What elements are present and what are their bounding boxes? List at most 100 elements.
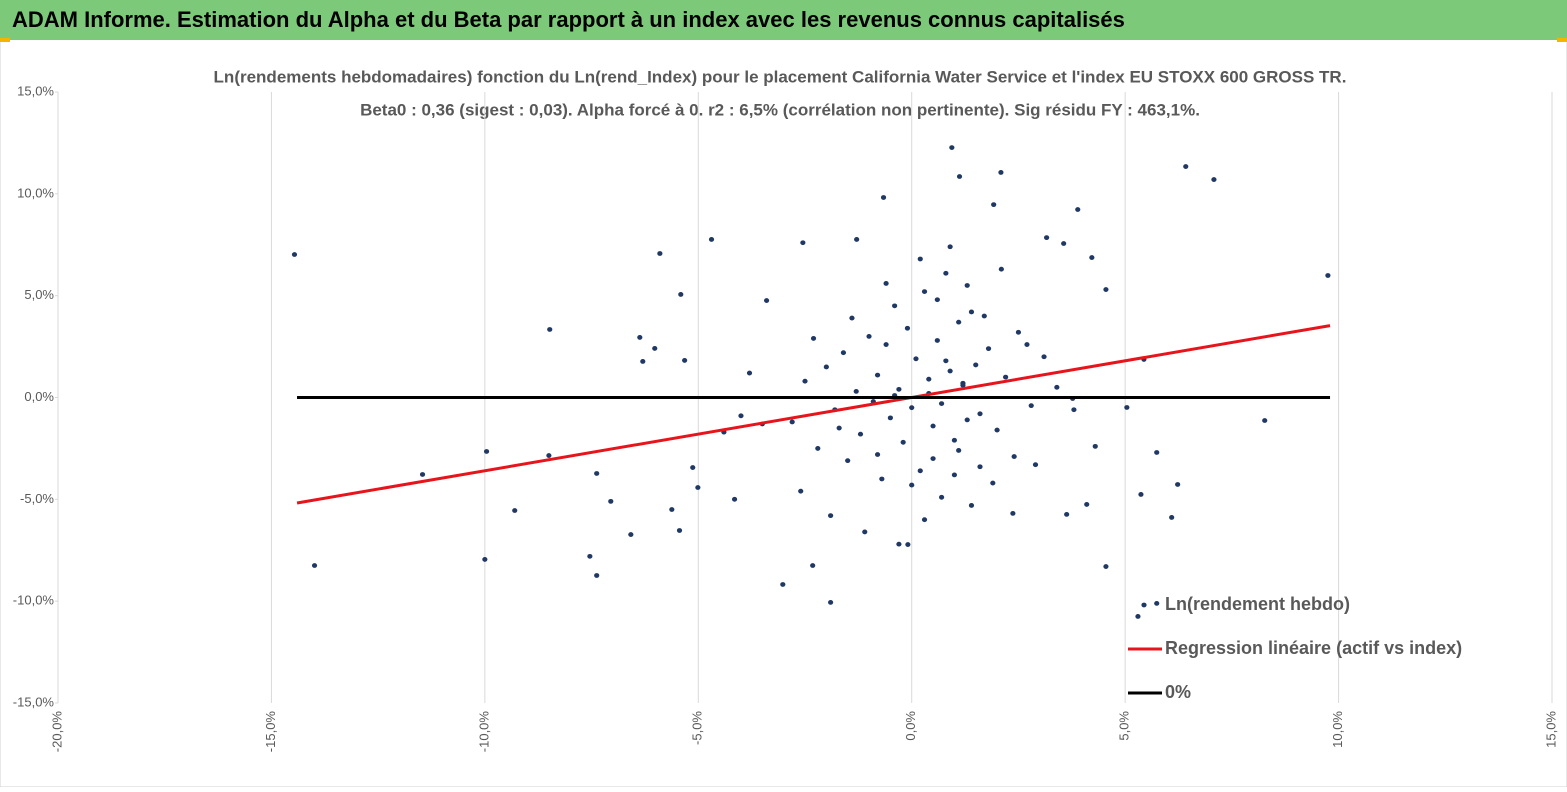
point — [880, 195, 887, 200]
point — [866, 334, 872, 339]
point — [990, 480, 996, 486]
point — [628, 532, 634, 537]
point — [640, 359, 646, 364]
point — [938, 494, 945, 500]
point — [1135, 614, 1141, 619]
x-tick-label: -15,0% — [263, 711, 278, 753]
point — [1124, 405, 1130, 410]
point — [546, 453, 552, 458]
point — [810, 563, 816, 568]
x-tick-label: -5,0% — [690, 711, 705, 745]
point — [1071, 407, 1077, 413]
point — [1010, 510, 1016, 516]
point — [512, 508, 518, 513]
point — [956, 174, 963, 179]
point — [657, 251, 663, 256]
point — [311, 563, 318, 568]
point — [949, 145, 955, 151]
point — [887, 415, 893, 421]
point — [991, 202, 997, 208]
point — [695, 485, 701, 490]
x-tick-label: 0,0% — [903, 711, 918, 741]
x-tick-label: 10,0% — [1330, 711, 1345, 748]
point — [849, 315, 855, 321]
point — [930, 456, 936, 461]
point — [608, 498, 614, 504]
point — [1011, 454, 1017, 459]
point — [964, 283, 970, 288]
point — [637, 335, 643, 340]
point — [879, 476, 885, 482]
legend-marker — [1141, 602, 1147, 608]
point — [1015, 329, 1022, 335]
point — [956, 448, 962, 453]
point — [909, 482, 915, 488]
point — [1024, 342, 1030, 347]
y-tick-label: 0,0% — [24, 389, 54, 404]
y-tick-label: 10,0% — [17, 185, 54, 200]
point — [1075, 207, 1081, 212]
point — [947, 368, 953, 374]
point — [815, 446, 821, 451]
point — [840, 350, 847, 356]
point — [419, 472, 426, 477]
point — [968, 309, 975, 315]
point — [956, 319, 962, 325]
point — [682, 358, 688, 363]
point — [1064, 512, 1070, 517]
y-tick-label: -5,0% — [20, 491, 54, 506]
point — [1211, 177, 1217, 182]
point — [594, 471, 600, 476]
point — [1103, 564, 1109, 569]
header-title: ADAM Informe. Estimation du Alpha et du … — [12, 7, 1125, 32]
point — [746, 370, 753, 376]
point — [998, 266, 1004, 272]
point — [964, 417, 970, 423]
point — [883, 342, 889, 347]
legend-label: Ln(rendement hebdo) — [1165, 594, 1350, 614]
point — [810, 336, 817, 341]
point — [1084, 502, 1090, 507]
point — [896, 541, 902, 547]
corner-mark — [1557, 38, 1567, 42]
point — [828, 599, 834, 605]
point — [828, 513, 834, 519]
point — [977, 411, 983, 417]
point — [1041, 354, 1047, 360]
point — [892, 303, 898, 309]
point — [1175, 482, 1181, 487]
point — [913, 356, 919, 362]
point — [780, 582, 786, 587]
point — [943, 358, 949, 364]
point — [985, 346, 992, 352]
point — [934, 297, 940, 303]
point — [926, 376, 932, 382]
point — [938, 401, 945, 407]
point — [977, 464, 983, 470]
point — [947, 244, 953, 250]
point — [1183, 164, 1189, 169]
point — [763, 298, 770, 303]
point — [1028, 403, 1034, 409]
point — [1154, 450, 1160, 455]
point — [862, 529, 868, 535]
point — [587, 553, 593, 559]
point — [998, 170, 1004, 175]
point — [690, 465, 696, 470]
point — [798, 488, 804, 494]
point — [1061, 241, 1067, 246]
point — [789, 419, 795, 425]
point — [708, 237, 715, 242]
point — [917, 256, 923, 262]
legend-label: 0% — [1165, 682, 1191, 702]
point — [482, 557, 488, 562]
x-tick-label: 5,0% — [1117, 711, 1132, 741]
point — [678, 292, 684, 297]
point — [904, 325, 911, 331]
point — [909, 405, 915, 411]
point — [547, 327, 553, 332]
point — [652, 346, 658, 351]
point — [291, 252, 298, 257]
point — [900, 439, 906, 445]
